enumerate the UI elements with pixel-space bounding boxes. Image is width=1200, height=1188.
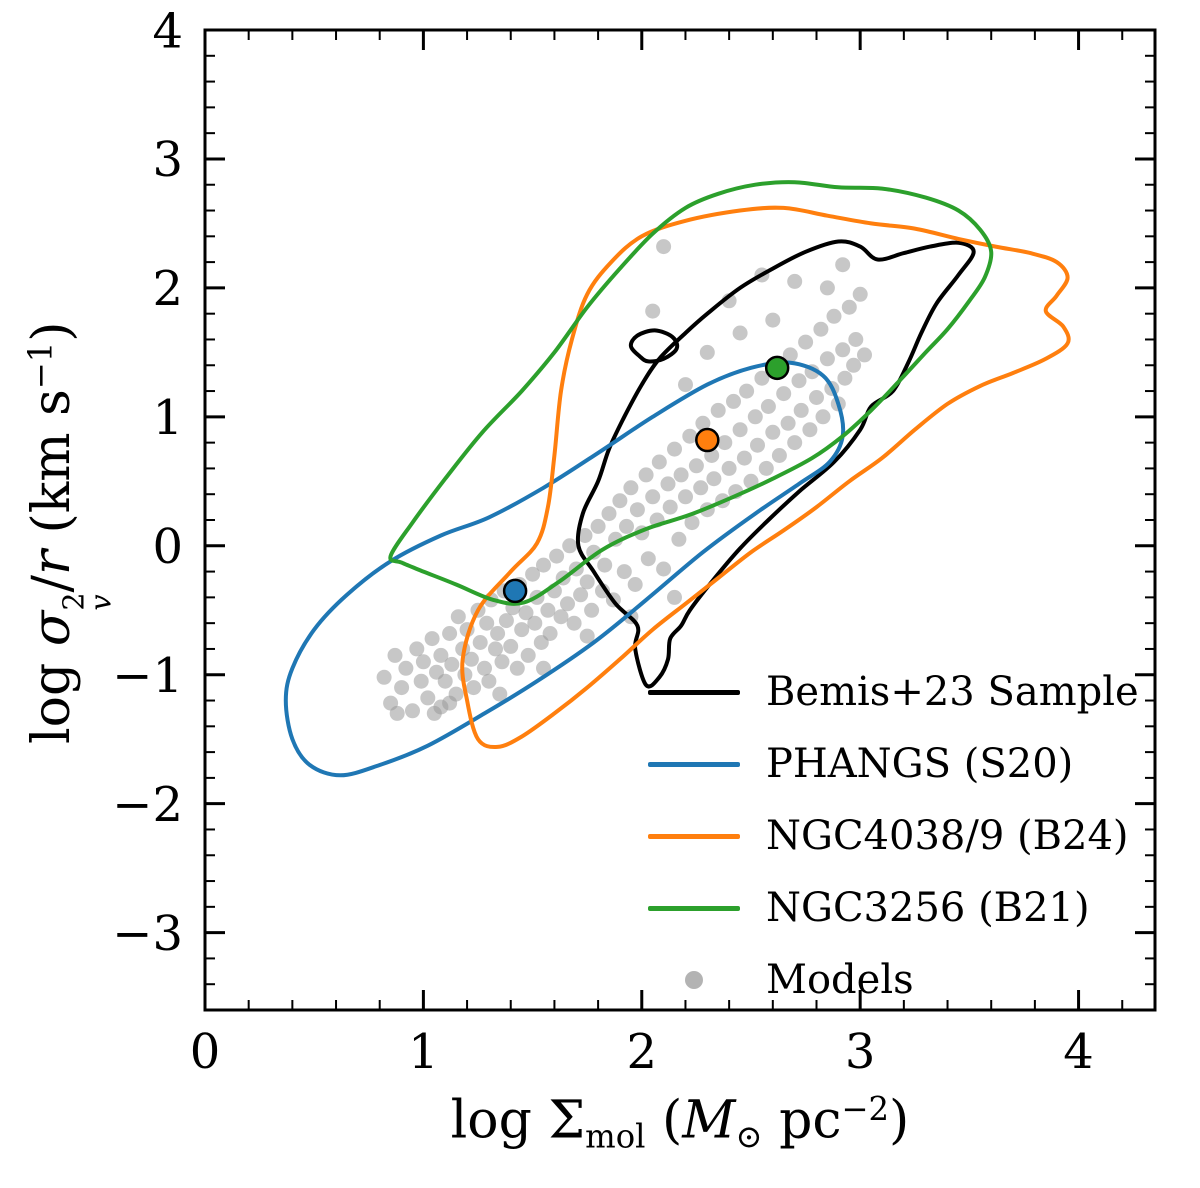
y-axis-label: log σ 2 v/r (km s−1) [21,321,118,744]
contour-bemis-23-sample [575,239,976,689]
svg-text:−2: −2 [112,777,183,833]
legend-entry: PHANGS (S20) [648,728,1139,800]
legend-entry-label: NGC4038/9 (B24) [766,813,1129,859]
legend-entry-label: Bemis+23 Sample [766,669,1139,715]
svg-text:1: 1 [408,1024,439,1080]
median-markers [502,355,790,604]
marker-dot-phangs-median [502,578,528,604]
svg-text:1: 1 [152,390,183,446]
contour-phangs-s20- [283,360,846,778]
legend-line-sample [648,905,740,911]
svg-text:2: 2 [152,261,183,317]
legend-dot-sample [648,971,740,989]
x-axis-label: log Σmol (M⊙ pc−2) [450,1090,910,1156]
legend-entry: Models [648,944,1139,1016]
legend-line-sample [648,689,740,695]
tick-labels: 0 1 2 3 4 −3 −2 −1 0 1 2 3 4 [112,3,1094,1080]
models-scatter [376,239,872,721]
legend: Bemis+23 Sample PHANGS (S20) NGC4038/9 (… [648,656,1139,1016]
legend-entry-label: PHANGS (S20) [766,741,1074,787]
axes-spines [203,28,1157,1012]
legend-entry: NGC4038/9 (B24) [648,800,1139,872]
marker-dot-ngc3256-median [764,355,790,381]
svg-text:2: 2 [627,1024,658,1080]
svg-text:0: 0 [152,519,183,575]
legend-entry-label: NGC3256 (B21) [766,885,1090,931]
legend-line-sample [648,761,740,767]
svg-text:3: 3 [152,132,183,188]
legend-entry: Bemis+23 Sample [648,656,1139,728]
legend-entry-label: Models [766,957,914,1003]
svg-text:4: 4 [152,3,183,59]
marker-dot-ngc4038-median [695,427,720,453]
svg-text:0: 0 [190,1024,221,1080]
svg-text:4: 4 [1063,1024,1094,1080]
svg-text:3: 3 [845,1024,876,1080]
contour-ngc3256-b21- [388,180,994,606]
legend-entry: NGC3256 (B21) [648,872,1139,944]
axis-ticks [203,28,1155,1011]
contour-ngc4038-9-b24- [460,205,1071,750]
legend-line-sample [648,833,740,839]
svg-text:−3: −3 [112,906,183,962]
svg-text:−1: −1 [112,648,183,704]
